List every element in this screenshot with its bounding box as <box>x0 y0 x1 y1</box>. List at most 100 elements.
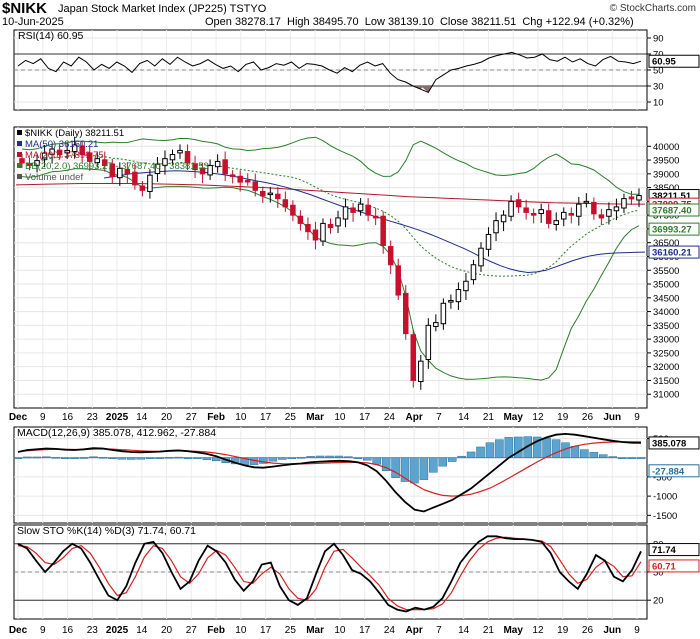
price-tick-label: 40000 <box>653 142 679 153</box>
candle-body <box>402 292 409 335</box>
macd-histogram-bar <box>570 445 580 458</box>
x-axis-label: 9 <box>40 412 46 423</box>
x-axis-label: 14 <box>458 625 470 636</box>
x-axis-label: 23 <box>87 412 99 423</box>
candle-body <box>523 207 529 213</box>
macd-histogram-bar <box>381 457 391 472</box>
price-right-value-label-box <box>648 222 700 236</box>
x-axis-label: 24 <box>384 412 396 423</box>
candle-body <box>365 204 371 216</box>
price-right-value-label: 36993.27 <box>652 225 692 236</box>
macd-histogram-bar <box>164 457 174 459</box>
macd-histogram-bar <box>79 457 89 459</box>
candle-body <box>560 211 567 220</box>
stockcharts-credit[interactable]: © StockCharts.com <box>609 3 696 14</box>
change-label: Chg <box>522 16 543 28</box>
candle-body <box>297 215 304 224</box>
x-axis-label: Jun <box>603 412 621 423</box>
price-tick-label: 33000 <box>653 335 679 346</box>
macd-histogram-last-label: -27.884 <box>652 466 685 477</box>
candle-body <box>154 163 161 175</box>
candle-body <box>470 264 477 281</box>
x-axis-label: 14 <box>136 625 148 636</box>
candle-body <box>184 151 191 164</box>
candle-body <box>41 152 48 160</box>
macd-histogram-bar <box>495 439 504 458</box>
macd-histogram-bar <box>155 457 164 459</box>
macd-tick-label: -1500 <box>653 511 677 522</box>
sto-k-line <box>17 535 642 613</box>
candle-body <box>320 222 326 242</box>
macd-histogram-bar <box>13 457 23 459</box>
price-tick-label: 32500 <box>653 348 679 359</box>
candle-body <box>455 289 462 303</box>
chart-header: $NIKK Japan Stock Market Index (JP225) T… <box>0 0 700 30</box>
price-tick-label: 31000 <box>653 390 679 401</box>
candle-body <box>606 209 612 217</box>
price-tick-label: 39500 <box>653 156 679 167</box>
macd-histogram-bar <box>334 455 344 458</box>
macd-histogram-bar <box>117 457 127 460</box>
candle-body <box>335 217 341 227</box>
x-axis-label: 10 <box>235 625 247 636</box>
x-axis-label: 20 <box>161 412 173 423</box>
x-axis-label: Dec <box>9 625 28 636</box>
candle-body <box>244 179 251 183</box>
candle-body <box>19 158 25 164</box>
candle-body <box>162 158 168 166</box>
macd-histogram-bar <box>419 457 429 480</box>
x-axis-label: 12 <box>532 625 544 636</box>
macd-histogram-bar <box>391 457 400 478</box>
macd-tick-label: -500 <box>653 472 672 483</box>
candle-body <box>207 165 213 176</box>
rsi-tick-label: 90 <box>653 34 664 45</box>
candle-body <box>433 322 439 327</box>
candle-body <box>636 195 642 201</box>
macd-histogram-bar <box>23 456 32 459</box>
macd-histogram-bar <box>145 457 155 459</box>
candle-body <box>139 185 146 191</box>
rsi-tick-label: 50 <box>653 66 664 77</box>
macd-histogram-bar <box>410 457 419 484</box>
candle-body <box>49 148 55 155</box>
price-right-value-label-box <box>648 203 700 217</box>
macd-histogram-bar <box>127 457 136 460</box>
candle-body <box>425 324 432 361</box>
macd-histogram-bar <box>532 436 542 458</box>
candle-body <box>485 233 492 250</box>
rsi-tick-label: 30 <box>653 82 664 93</box>
candle-body <box>275 193 281 200</box>
x-axis-label: Feb <box>207 625 225 636</box>
macd-histogram-bar <box>344 456 353 458</box>
sto-k-last-label: 71.74 <box>652 545 676 556</box>
candle-body <box>34 160 40 166</box>
candle-body <box>109 163 116 178</box>
macd-histogram-bar <box>51 457 61 459</box>
ma200-line <box>15 183 645 205</box>
candle-body <box>576 203 582 217</box>
candle-body <box>372 215 379 219</box>
rsi-line <box>17 51 642 94</box>
x-axis-label: 16 <box>62 625 74 636</box>
price-legend-swatch <box>17 163 22 168</box>
macd-histogram-bar <box>372 457 381 465</box>
candle-body <box>229 174 236 177</box>
price-legend-entry: MA(200) 37899.75 <box>25 150 104 161</box>
candle-body <box>380 215 386 246</box>
macd-histogram-bar <box>259 457 268 464</box>
sto-d-last-label-box <box>648 559 700 573</box>
x-axis-label: 23 <box>87 625 99 636</box>
x-axis-label: 10 <box>334 412 346 423</box>
bollinger-lower-band <box>21 168 640 381</box>
x-axis-label: 7 <box>436 625 442 636</box>
price-tick-label: 34000 <box>653 307 679 318</box>
macd-histogram-bar <box>268 457 278 462</box>
candle-body <box>508 200 514 217</box>
bollinger-middle-band <box>21 154 640 277</box>
macd-histogram-bar <box>551 439 561 458</box>
macd-histogram-bar <box>362 457 372 461</box>
change-value: +122.94 (+0.32%) <box>545 16 634 28</box>
price-right-value-label: 36160.21 <box>652 248 692 259</box>
candle-body <box>628 196 635 200</box>
